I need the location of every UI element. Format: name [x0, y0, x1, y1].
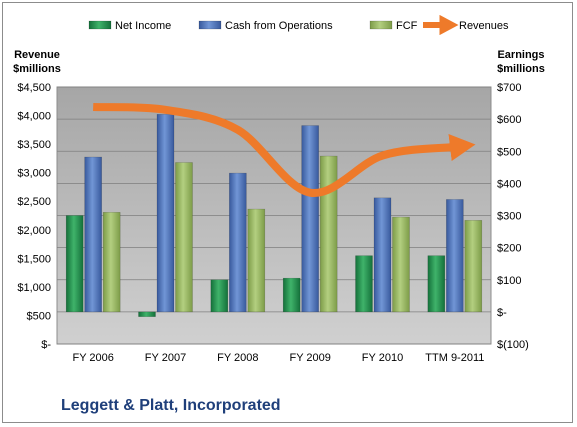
- bar-cash-from-operations: [301, 125, 319, 313]
- right-axis-title: $millions: [497, 63, 545, 75]
- left-axis-tick-label: $1,500: [17, 253, 51, 265]
- right-axis-tick-label: $300: [497, 211, 521, 223]
- bar-net-income: [138, 311, 156, 317]
- left-axis-tick-label: $3,500: [17, 139, 51, 151]
- category-label: FY 2009: [289, 352, 330, 364]
- left-axis-title: $millions: [13, 63, 61, 75]
- right-axis-title: Earnings: [497, 49, 544, 61]
- category-label: FY 2010: [362, 352, 403, 364]
- right-axis-tick-label: $100: [497, 275, 521, 287]
- left-axis-tick-label: $4,000: [17, 111, 51, 123]
- right-axis-tick-label: $-: [497, 307, 507, 319]
- bar-cash-from-operations: [446, 199, 464, 313]
- left-axis-tick-label: $3,000: [17, 168, 51, 180]
- right-axis-tick-label: $400: [497, 178, 521, 190]
- left-axis-tick-label: $2,000: [17, 225, 51, 237]
- chart-frame: $- $500 $1,000 $1,500 $2,000 $2,500 $3,000 $3,5…: [2, 2, 573, 423]
- legend-label: Net Income: [115, 20, 171, 32]
- legend-label: Cash from Operations: [225, 20, 333, 32]
- legend-swatch-cash-from-operations: [198, 20, 222, 30]
- chart-canvas: $- $500 $1,000 $1,500 $2,000 $2,500 $3,000 $3,5…: [13, 14, 545, 364]
- left-axis-tick-label: $2,500: [17, 196, 51, 208]
- left-axis-tick-label: $4,500: [17, 82, 51, 94]
- bar-fcf: [464, 220, 483, 313]
- bar-cash-from-operations: [373, 197, 392, 313]
- right-axis-tick-label: $200: [497, 243, 521, 255]
- bar-fcf: [392, 216, 410, 313]
- bar-net-income: [210, 279, 229, 313]
- right-axis-tick-label: $500: [497, 146, 521, 158]
- category-label: FY 2008: [217, 352, 258, 364]
- left-axis-tick-label: $500: [27, 310, 51, 322]
- bar-net-income: [427, 255, 446, 313]
- legend-swatch-fcf: [369, 20, 393, 30]
- company-title: Leggett & Platt, Incorporated: [61, 397, 281, 414]
- left-axis-title: Revenue: [14, 49, 60, 61]
- left-axis-tick-label: $-: [41, 339, 51, 351]
- category-label: FY 2007: [145, 352, 186, 364]
- right-axis-tick-label: $(100): [497, 339, 529, 351]
- bar-fcf: [319, 155, 338, 313]
- bar-net-income: [282, 277, 301, 313]
- bar-net-income: [355, 255, 373, 313]
- right-axis-tick-label: $600: [497, 114, 521, 126]
- bar-cash-from-operations: [229, 172, 247, 313]
- category-label: TTM 9-2011: [425, 352, 484, 364]
- bar-cash-from-operations: [156, 114, 175, 313]
- bar-fcf: [175, 162, 193, 313]
- bar-cash-from-operations: [84, 156, 102, 313]
- category-label: FY 2006: [72, 352, 113, 364]
- legend-swatch-net-income: [88, 20, 112, 30]
- bar-net-income: [65, 215, 84, 313]
- left-axis-tick-label: $1,000: [17, 282, 51, 294]
- bar-fcf: [247, 208, 266, 313]
- bar-fcf: [102, 212, 121, 313]
- right-axis-tick-label: $700: [497, 82, 521, 94]
- legend-label: FCF: [396, 20, 418, 32]
- legend-label: Revenues: [459, 20, 509, 32]
- revenues-line: [93, 102, 476, 197]
